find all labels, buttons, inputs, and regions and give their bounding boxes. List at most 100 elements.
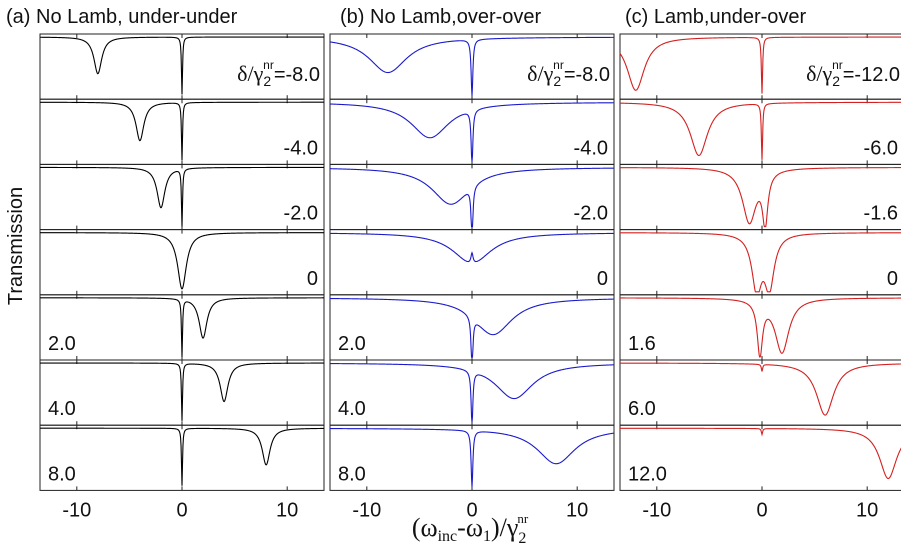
transmission-curve <box>620 427 901 480</box>
transmission-curve <box>40 362 324 421</box>
subplot-frame <box>329 294 615 361</box>
x-label-close: )/γ <box>491 513 518 542</box>
transmission-curve <box>620 297 901 358</box>
delta-label: -4.0 <box>284 137 318 159</box>
transmission-curve <box>40 101 324 161</box>
subplot-frame <box>619 359 901 426</box>
subplot-frame <box>619 294 901 361</box>
transmission-curve <box>619 101 901 160</box>
transmission-curve <box>329 167 614 228</box>
delta-value: =-12.0 <box>843 64 900 86</box>
delta-label: 0 <box>887 268 898 290</box>
delta-label: 12.0 <box>628 463 667 485</box>
subplot-row: 1.6 <box>619 294 901 361</box>
transmission-curve <box>620 232 901 293</box>
subplot-row: -2.0 <box>39 163 325 231</box>
transmission-curve <box>40 232 324 290</box>
subplot-row: 2.0 <box>39 294 325 361</box>
x-label-mid: -ω <box>457 513 483 542</box>
transmission-curve <box>330 297 615 358</box>
transmission-curve <box>330 232 614 263</box>
delta-label: 6.0 <box>628 398 656 420</box>
subplot-row: 4.0 <box>39 359 325 426</box>
delta-prefix: δ/γ <box>527 61 553 86</box>
panel-b-title: (b) No Lamb,over-over <box>340 6 542 28</box>
subplot-row: δ/γ2nr=-8.0 <box>329 33 615 100</box>
panel-c-title: (c) Lamb,under-over <box>625 6 807 28</box>
transmission-curve <box>620 362 901 416</box>
delta-value: =-8.0 <box>564 64 610 86</box>
delta-label: -1.6 <box>864 203 898 225</box>
panel-a-title: (a) No Lamb, under-under <box>6 6 238 28</box>
x-tick-label: -10 <box>62 499 91 521</box>
delta-label: 0 <box>597 268 608 290</box>
subplot-row: -6.0 <box>619 98 901 165</box>
delta-sub: 2 <box>832 73 840 89</box>
x-label-open: (ω <box>412 513 438 542</box>
delta-label: 4.0 <box>48 398 76 420</box>
x-tick-label: 10 <box>566 499 588 521</box>
x-tick-label: 0 <box>176 499 187 521</box>
x-tick-label: -10 <box>352 499 381 521</box>
delta-prefix: δ/γ <box>806 61 832 86</box>
subplot-frame <box>619 98 901 165</box>
delta-sup: nr <box>832 58 843 72</box>
delta-label: 2.0 <box>48 333 76 355</box>
delta-sub: 2 <box>263 73 271 89</box>
subplot-frame <box>329 163 615 231</box>
delta-value: =-8.0 <box>274 64 320 86</box>
subplot-row: 0 <box>619 229 901 296</box>
delta-sub: 2 <box>553 73 561 89</box>
transmission-curve <box>40 427 324 486</box>
transmission-curve <box>329 102 614 162</box>
subplot-row: δ/γ2nr=-8.0 <box>39 33 325 100</box>
transmission-curve <box>40 36 324 95</box>
subplot-row: 0 <box>329 229 615 296</box>
subplot-frame <box>619 163 901 231</box>
transmission-curve <box>329 36 614 96</box>
x-tick-label: -10 <box>642 499 671 521</box>
subplot-row: 0 <box>39 229 325 296</box>
panel-a: δ/γ2nr=-8.0 -4.0 -2.0 0 2.0 4.0 8.0 -10 0 10 <box>39 33 325 521</box>
delta-label: 2.0 <box>338 333 366 355</box>
panel-c: δ/γ2nr=-12.0 -6.0 -1.6 0 1.6 6.0 12.0 -10 0 10 <box>619 33 901 521</box>
x-tick-label: 0 <box>466 499 477 521</box>
x-axis-label: (ωinc-ω1)/γ2 nr <box>412 511 529 544</box>
x-label-sup: nr <box>517 511 529 526</box>
subplot-row: δ/γ2nr=-12.0 <box>619 33 901 100</box>
x-label-inc: inc <box>438 528 458 544</box>
transmission-curve <box>330 428 615 487</box>
y-axis-label: Transmission <box>5 187 27 305</box>
subplot-row: -4.0 <box>329 98 615 165</box>
transmission-curve <box>619 36 901 94</box>
delta-label: -6.0 <box>864 137 898 159</box>
subplot-row: -2.0 <box>329 163 615 231</box>
subplot-row: -4.0 <box>39 98 325 165</box>
subplot-row: 8.0 <box>329 424 615 491</box>
delta-label: δ/γ2nr=-12.0 <box>806 58 900 89</box>
delta-prefix: δ/γ <box>237 61 263 86</box>
x-tick-label: 10 <box>276 499 298 521</box>
delta-label: -2.0 <box>284 203 318 225</box>
delta-label: 1.6 <box>628 333 656 355</box>
subplot-frame <box>39 229 325 296</box>
x-tick-label: 10 <box>856 499 878 521</box>
delta-label: δ/γ2nr=-8.0 <box>527 58 610 89</box>
delta-sup: nr <box>553 58 564 72</box>
transmission-curve <box>40 297 324 358</box>
delta-sup: nr <box>263 58 274 72</box>
transmission-curve <box>619 167 901 228</box>
subplot-row: 2.0 <box>329 294 615 361</box>
subplot-row: 6.0 <box>619 359 901 426</box>
delta-label: -4.0 <box>574 137 608 159</box>
transmission-curve <box>40 166 324 227</box>
subplot-frame <box>329 229 615 296</box>
panels-group: δ/γ2nr=-8.0-4.0-2.002.04.08.0-10 0 10δ/γ2n… <box>39 33 901 521</box>
delta-label: 0 <box>307 268 318 290</box>
delta-label: 8.0 <box>338 463 366 485</box>
delta-label: δ/γ2nr=-8.0 <box>237 58 320 89</box>
x-tick-label: 0 <box>756 499 767 521</box>
x-label-sub: 2 <box>518 530 526 544</box>
subplot-row: 8.0 <box>39 424 325 491</box>
